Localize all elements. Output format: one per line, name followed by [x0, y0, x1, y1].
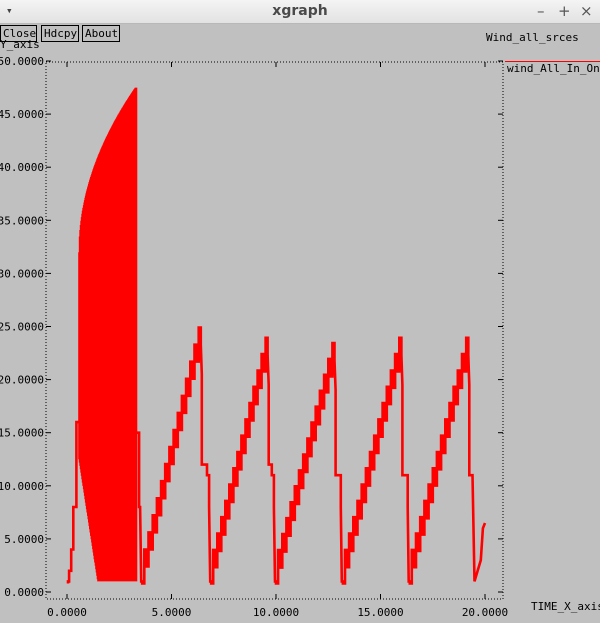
series-line — [66, 87, 487, 585]
window-title: xgraph — [272, 3, 328, 19]
x-tick-label: 20.0000 — [462, 606, 508, 619]
title-bar[interactable]: ▾ xgraph – + × — [0, 0, 600, 24]
y-tick-label: 25.0000 — [0, 321, 44, 334]
y-tick-label: 0.0000 — [4, 586, 44, 599]
x-tick-label: 5.0000 — [152, 606, 192, 619]
legend-line — [505, 61, 600, 62]
graph-title: Wind_all_srces — [486, 31, 579, 44]
plot-frame — [45, 61, 504, 600]
legend-label: wind_All_In_One — [507, 62, 600, 75]
y-tick-label: 30.0000 — [0, 267, 44, 280]
y-tick-label: 45.0000 — [0, 108, 44, 121]
x-axis-label: TIME_X_axis — [531, 600, 600, 613]
window-menu-icon[interactable]: ▾ — [6, 4, 13, 17]
hdcpy-button[interactable]: Hdcpy — [41, 25, 79, 42]
y-tick-label: 20.0000 — [0, 374, 44, 387]
x-tick-label: 10.0000 — [253, 606, 299, 619]
x-tick-label: 15.0000 — [357, 606, 403, 619]
x-tick-label: 0.0000 — [47, 606, 87, 619]
y-axis-label: Y_axis — [0, 38, 40, 51]
y-tick-label: 50.0000 — [0, 55, 44, 68]
maximize-icon[interactable]: + — [558, 2, 571, 20]
about-button[interactable]: About — [82, 25, 120, 42]
y-tick-label: 40.0000 — [0, 161, 44, 174]
y-tick-label: 15.0000 — [0, 427, 44, 440]
minimize-icon[interactable]: – — [537, 2, 545, 20]
y-tick-label: 5.0000 — [4, 533, 44, 546]
close-window-icon[interactable]: × — [580, 2, 593, 20]
close-button[interactable]: Close — [0, 25, 37, 42]
y-tick-label: 35.0000 — [0, 214, 44, 227]
y-tick-label: 10.0000 — [0, 480, 44, 493]
